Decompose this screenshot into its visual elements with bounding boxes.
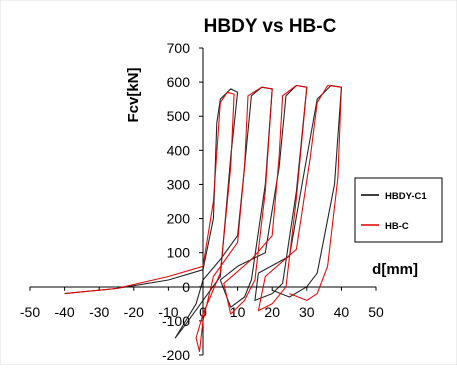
x-tick-label: 30 [299,304,315,320]
x-tick-label: 40 [334,304,350,320]
y-tick-label: 500 [167,108,191,124]
y-tick-label: 0 [182,279,190,295]
y-tick-label: 400 [167,142,191,158]
x-tick-label: 10 [230,304,246,320]
series-line-hb-c [64,84,342,353]
series-line-hbdy-c1 [64,84,342,339]
y-tick-label: 200 [167,211,191,227]
y-tick-label: 300 [167,176,191,192]
y-tick-label: 600 [167,74,191,90]
legend-label-hb-c: HB-C [385,221,409,232]
x-tick-label: -50 [20,304,40,320]
x-tick-label: -20 [124,304,144,320]
x-tick-label: 20 [264,304,280,320]
y-tick-label: 100 [167,245,191,261]
series-group [64,84,342,353]
x-tick-label: -40 [54,304,74,320]
chart-title: HBDY vs HB-C [204,16,337,37]
x-axis-label: d[mm] [372,261,418,278]
x-tick-label: 50 [368,304,384,320]
legend-label-hbdy-c1: HBDY-C1 [385,191,427,202]
x-tick-label: -10 [158,304,178,320]
x-tick-group: -50 -40 -30 -20 -10 0 10 20 30 40 50 [20,286,384,320]
legend: HBDY-C1 HB-C [354,177,443,243]
legend-box [354,177,443,243]
x-tick-label: 0 [199,304,207,320]
y-tick-label: 700 [167,40,191,56]
x-tick-label: -30 [89,304,109,320]
y-axis-label: Fcv[kN] [125,67,142,122]
y-tick-label: -200 [162,347,190,363]
